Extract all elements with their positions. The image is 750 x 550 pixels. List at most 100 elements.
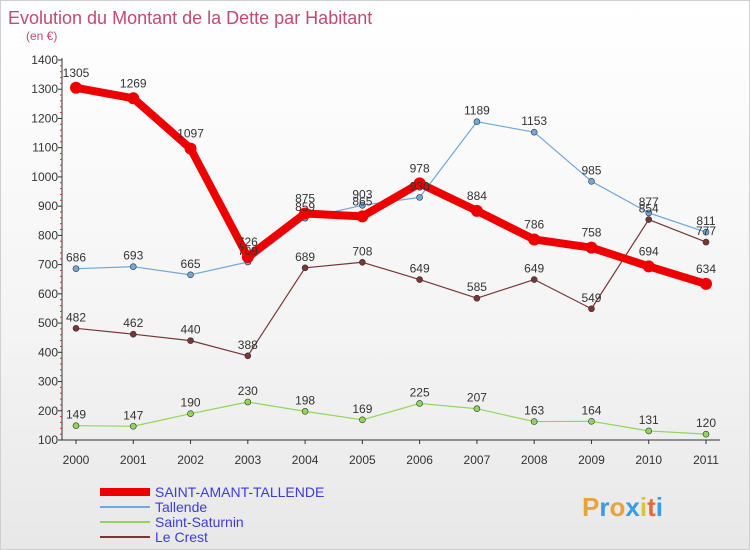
data-label: 811 <box>696 214 715 228</box>
x-tick-label: 2002 <box>177 453 204 467</box>
logo-letter: i <box>640 492 647 522</box>
data-point <box>184 142 197 155</box>
y-tick-label: 300 <box>38 375 58 389</box>
data-label: 149 <box>66 408 86 422</box>
data-point <box>187 271 194 279</box>
data-point <box>241 251 254 264</box>
x-tick-label: 2007 <box>464 453 491 467</box>
data-point <box>588 417 595 425</box>
data-point <box>301 408 309 415</box>
chart-subtitle: (en €) <box>26 29 57 43</box>
data-label: 786 <box>524 217 544 231</box>
y-tick-label: 800 <box>38 228 58 242</box>
x-tick-label: 2004 <box>292 453 319 467</box>
data-point <box>585 241 598 254</box>
y-tick-label: 600 <box>38 287 58 301</box>
data-point <box>299 207 312 220</box>
data-point <box>244 352 252 360</box>
data-label: 903 <box>352 187 372 201</box>
data-label: 549 <box>581 291 601 305</box>
data-point <box>473 294 481 302</box>
data-label: 147 <box>123 408 143 422</box>
data-label: 1269 <box>120 76 147 90</box>
data-point <box>530 276 538 283</box>
data-point <box>702 238 710 246</box>
logo-letter: o <box>609 492 625 522</box>
x-tick-label: 2005 <box>349 453 376 467</box>
proxiti-logo: Proxiti <box>582 492 663 522</box>
data-label: 689 <box>295 250 315 264</box>
data-label: 693 <box>123 249 143 263</box>
data-label: 978 <box>410 161 430 175</box>
data-label: 131 <box>639 413 659 427</box>
data-point <box>416 194 423 201</box>
data-labels-layer: 482 462 440 388 689 708 649 585 649 549 854 777 149 1… <box>63 66 717 430</box>
x-tick-label: 2003 <box>234 453 261 467</box>
y-tick-label: 700 <box>38 258 58 272</box>
logo-letter: x <box>625 492 640 522</box>
data-label: 230 <box>238 384 258 398</box>
data-label: 665 <box>181 257 201 271</box>
data-point <box>645 209 653 217</box>
legend-label: Tallende <box>155 499 207 515</box>
data-label: 686 <box>66 251 86 265</box>
data-label: 777 <box>696 224 716 238</box>
data-point <box>528 233 541 246</box>
data-point <box>416 276 423 283</box>
data-point <box>473 405 481 413</box>
data-label: 1189 <box>464 104 490 118</box>
logo-letter: t <box>647 492 656 522</box>
series-line-le-crest <box>75 219 707 357</box>
y-tick-label: 1200 <box>31 111 58 125</box>
data-point <box>356 210 369 223</box>
data-label: 875 <box>295 191 315 205</box>
data-point <box>72 325 80 332</box>
data-label: 694 <box>639 244 659 258</box>
series-layer <box>70 81 712 438</box>
x-tick-label: 2009 <box>578 453 605 467</box>
data-point <box>72 265 80 273</box>
data-label: 985 <box>581 163 601 177</box>
x-tick-label: 2011 <box>693 453 719 467</box>
data-point <box>416 400 423 407</box>
logo-letter: r <box>599 492 609 522</box>
data-point <box>645 427 653 435</box>
data-label: 708 <box>352 244 372 258</box>
data-point <box>129 422 137 430</box>
x-tick-label: 2001 <box>120 453 147 467</box>
data-label: 709 <box>238 244 258 258</box>
data-point <box>127 92 140 105</box>
logo-letter: i <box>656 492 663 522</box>
data-point <box>359 416 366 424</box>
data-point <box>359 201 366 209</box>
legend-label: Saint-Saturnin <box>155 514 244 530</box>
data-point <box>187 410 194 417</box>
data-label: 726 <box>238 235 258 249</box>
data-point <box>413 177 426 190</box>
data-label: 758 <box>581 226 601 240</box>
data-label: 388 <box>238 338 258 352</box>
data-point <box>187 337 194 344</box>
x-tick-label: 2006 <box>406 453 433 467</box>
data-point <box>588 305 595 313</box>
data-label: 854 <box>639 202 659 216</box>
data-point <box>702 228 710 236</box>
data-point <box>72 422 80 429</box>
data-label: 198 <box>295 393 315 407</box>
x-tick-label: 2008 <box>521 453 548 467</box>
data-label: 190 <box>181 396 201 410</box>
data-point <box>244 398 252 406</box>
legend-label: Le Crest <box>155 529 208 545</box>
data-point <box>301 264 309 272</box>
series-line-saint-amant-tallende <box>75 83 708 288</box>
data-point <box>702 430 710 438</box>
axes: 100 200 300 400 500 600 700 800 900 1000 1100 1200 1… <box>31 53 720 467</box>
y-tick-label: 1400 <box>31 53 58 67</box>
data-label: 462 <box>123 316 143 330</box>
y-tick-label: 1300 <box>31 82 58 96</box>
data-point <box>588 178 595 185</box>
legend-label: SAINT-AMANT-TALLENDE <box>155 484 324 500</box>
data-label: 585 <box>467 280 487 294</box>
